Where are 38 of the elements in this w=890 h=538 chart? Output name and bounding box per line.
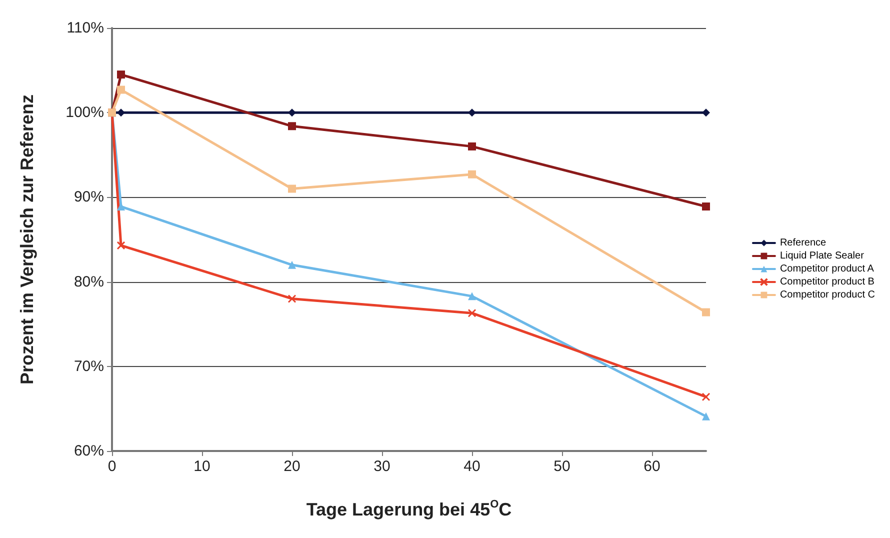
y-tick-label: 70% <box>74 358 104 375</box>
legend-label: Reference <box>780 238 827 248</box>
x-tick-label: 40 <box>464 458 480 475</box>
legend-label: Competitor product A <box>780 264 874 274</box>
point <box>702 108 710 117</box>
y-tick-label: 110% <box>66 20 104 36</box>
point <box>468 108 476 117</box>
legend-label: Competitor product B <box>780 276 875 288</box>
point <box>702 308 710 316</box>
x-tick-label: 10 <box>194 458 210 475</box>
legend-label: Competitor product C <box>780 290 876 300</box>
point <box>468 308 476 318</box>
point <box>288 108 296 117</box>
point <box>468 292 476 300</box>
point <box>117 108 125 117</box>
y-axis-title: Prozent im Vergleich zur Referenz <box>17 94 37 385</box>
point <box>702 202 710 211</box>
point <box>702 392 710 402</box>
point <box>116 241 126 250</box>
point <box>702 412 710 420</box>
x-tick-label: 50 <box>554 458 570 475</box>
point <box>288 122 296 130</box>
y-tick-label: 60% <box>74 442 104 460</box>
point <box>468 170 476 178</box>
point <box>288 294 296 303</box>
x-tick-label: 30 <box>374 458 390 475</box>
x-tick-label: 60 <box>644 458 660 475</box>
x-tick-label: 20 <box>284 458 300 475</box>
y-tick-label: 80% <box>74 273 104 290</box>
legend-label: Liquid Plate Sealer <box>780 250 865 262</box>
point <box>288 184 296 193</box>
point <box>288 260 296 269</box>
point <box>117 86 125 94</box>
point <box>117 70 125 79</box>
y-tick-label: 90% <box>74 188 104 206</box>
point <box>468 142 476 150</box>
x-tick-label: 0 <box>108 458 116 475</box>
y-tick-label: 100% <box>66 104 104 122</box>
